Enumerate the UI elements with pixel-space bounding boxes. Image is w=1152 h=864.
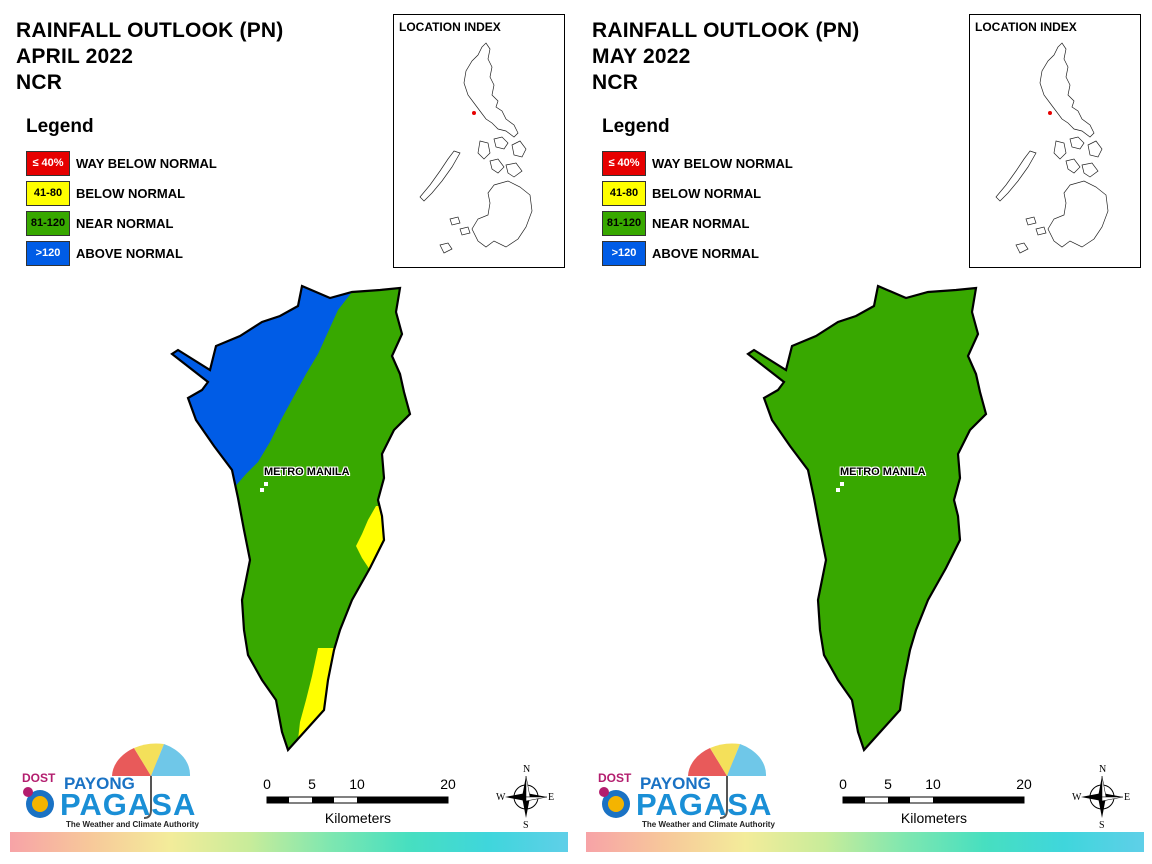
logo-payong-text: PAYONG [640,774,711,793]
scale-tick: 0 [263,776,271,792]
scale-tick: 0 [839,776,847,792]
legend-title: Legend [26,116,94,137]
legend-swatch: 41-80 [26,180,70,206]
compass-w: W [496,792,506,803]
legend-label: WAY BELOW NORMAL [76,155,217,171]
logo-dost-text: DOST [598,771,632,785]
ncr-rainfall-map: METRO MANILA [576,270,1152,765]
logo-tagline: The Weather and Climate Authority [642,820,775,829]
compass-n: N [1099,764,1107,775]
logo-payong-text: PAYONG [64,774,135,793]
north-arrow-compass: N E S W [1072,762,1132,832]
place-label-metro-manila: METRO MANILA [840,466,926,478]
legend-swatch: 41-80 [602,180,646,206]
scale-tick: 5 [884,776,892,792]
logo-tagline: The Weather and Climate Authority [66,820,199,829]
compass-e: E [1124,792,1131,803]
pagasa-logo: DOST PAYONG PAGASA The Weather and Clima… [590,740,775,835]
umbrella-icon [23,743,191,819]
legend-label: NEAR NORMAL [652,215,750,231]
legend-row: ≤ 40% WAY BELOW NORMAL [602,148,793,178]
panel-may: RAINFALL OUTLOOK (PN) MAY 2022 NCR Legen… [576,0,1152,864]
scale-bar-graphic [266,796,449,804]
pagasa-logo: DOST PAYONG PAGASA The Weather and Clima… [14,740,199,835]
ncr-map-svg [170,284,412,753]
scale-tick: 5 [308,776,316,792]
title-line-2: MAY 2022 [592,45,691,68]
legend-swatch: 81-120 [26,210,70,236]
title-line-3: NCR [592,71,639,94]
scale-tick: 10 [349,776,365,792]
scale-tick: 10 [925,776,941,792]
compass-w: W [1072,792,1082,803]
title-line-1: RAINFALL OUTLOOK (PN) [16,19,284,42]
legend-label: BELOW NORMAL [652,185,762,201]
legend: Legend ≤ 40% WAY BELOW NORMAL 41-80 BELO… [602,116,793,268]
place-label-metro-manila: METRO MANILA [264,466,350,478]
logo-pagasa-text: PAGASA [636,787,773,822]
scale-bar: 0 5 10 20 Kilometers [250,776,470,826]
legend: Legend ≤ 40% WAY BELOW NORMAL 41-80 BELO… [26,116,217,268]
footer-color-band [586,832,1144,852]
logo-dost-text: DOST [22,771,56,785]
scale-bar-graphic [842,796,1025,804]
legend-swatch: >120 [26,240,70,266]
footer-color-band [10,832,568,852]
compass-n: N [523,764,531,775]
scale-tick: 20 [1016,776,1032,792]
legend-row: 81-120 NEAR NORMAL [26,208,217,238]
scale-units: Kilometers [900,810,968,826]
ncr-map-svg [746,284,988,753]
umbrella-icon [599,743,767,819]
location-index-inset: LOCATION INDEX [393,14,565,268]
panel-april: RAINFALL OUTLOOK (PN) APRIL 2022 NCR Leg… [0,14,576,852]
title-line-2: APRIL 2022 [16,45,134,68]
title-line-3: NCR [16,71,63,94]
location-index-label: LOCATION INDEX [975,20,1077,34]
legend-swatch: ≤ 40% [26,150,70,176]
title-line-1: RAINFALL OUTLOOK (PN) [592,19,860,42]
compass-s: S [1099,820,1105,831]
legend-row: >120 ABOVE NORMAL [26,238,217,268]
legend-row: 41-80 BELOW NORMAL [602,178,793,208]
legend-row: 41-80 BELOW NORMAL [26,178,217,208]
legend-title: Legend [602,116,670,137]
compass-rose-icon [505,775,548,818]
near-normal-region [746,284,988,753]
philippines-outline-map [419,42,533,254]
logo-pagasa-text: PAGASA [60,787,197,822]
scale-bar: 0 5 10 20 Kilometers [826,776,1046,826]
compass-rose-icon [1081,775,1124,818]
map-title: RAINFALL OUTLOOK (PN) APRIL 2022 NCR [16,18,283,96]
location-index-inset: LOCATION INDEX [969,14,1141,268]
legend-row: ≤ 40% WAY BELOW NORMAL [26,148,217,178]
legend-swatch: >120 [602,240,646,266]
legend-row: 81-120 NEAR NORMAL [602,208,793,238]
legend-label: ABOVE NORMAL [652,245,759,261]
ncr-rainfall-map: METRO MANILA [0,270,576,765]
north-arrow-compass: N E S W [496,762,556,832]
ncr-boundary [170,284,412,753]
philippines-outline-map [995,42,1109,254]
legend-label: ABOVE NORMAL [76,245,183,261]
compass-s: S [523,820,529,831]
compass-e: E [548,792,555,803]
legend-swatch: ≤ 40% [602,150,646,176]
legend-row: >120 ABOVE NORMAL [602,238,793,268]
legend-label: NEAR NORMAL [76,215,174,231]
location-index-label: LOCATION INDEX [399,20,501,34]
legend-label: WAY BELOW NORMAL [652,155,793,171]
scale-units: Kilometers [324,810,392,826]
legend-label: BELOW NORMAL [76,185,186,201]
map-title: RAINFALL OUTLOOK (PN) MAY 2022 NCR [592,18,859,96]
legend-swatch: 81-120 [602,210,646,236]
scale-tick: 20 [440,776,456,792]
